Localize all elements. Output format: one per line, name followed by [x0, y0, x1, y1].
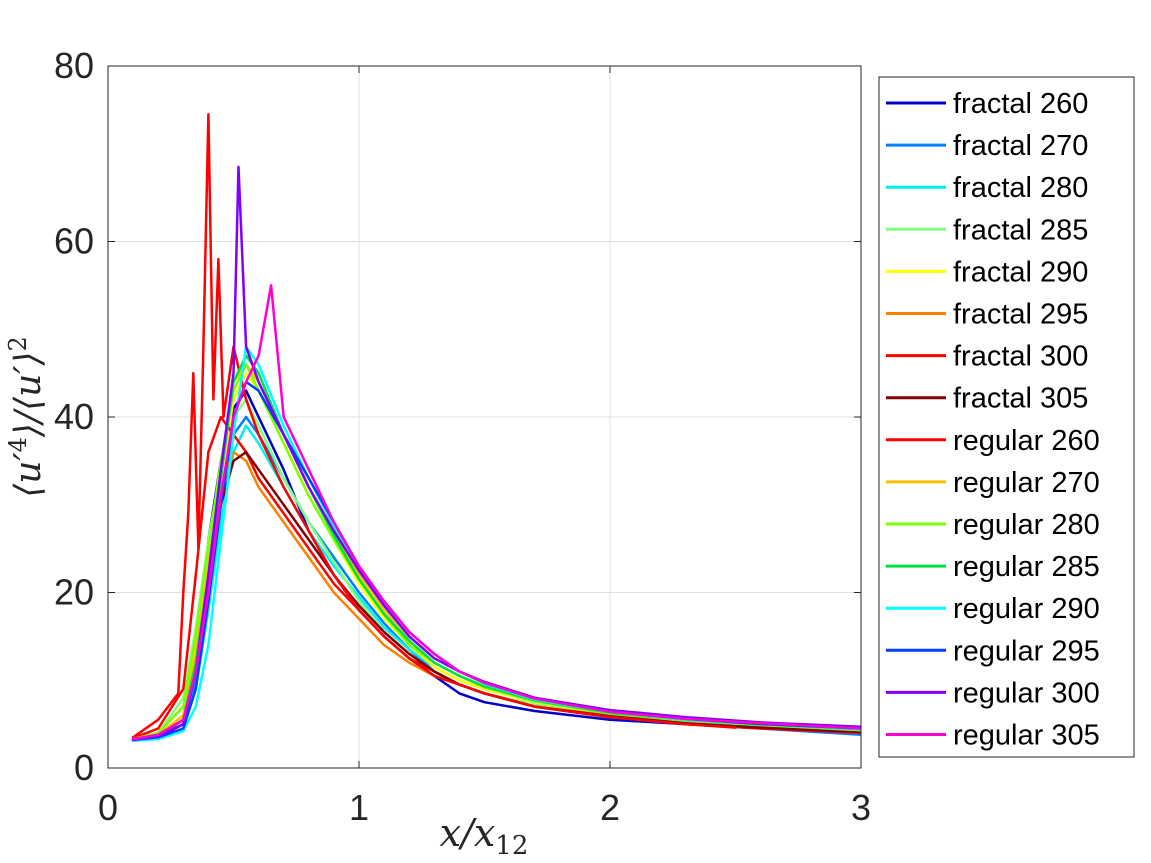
y-tick-label: 20 — [54, 572, 94, 613]
legend-label: fractal 260 — [953, 88, 1088, 120]
series-line-15 — [131, 284, 861, 741]
y-tick-label: 40 — [54, 396, 94, 437]
legend-label: fractal 285 — [953, 214, 1088, 246]
x-tick-label: 1 — [349, 787, 369, 828]
legend-label: regular 270 — [953, 467, 1100, 499]
legend-label: regular 280 — [953, 509, 1100, 541]
x-tick-label: 3 — [851, 787, 871, 828]
legend: fractal 260 fractal 270 fractal 280 fractal… — [878, 76, 1135, 758]
legend-label: regular 300 — [953, 677, 1100, 709]
legend-label: regular 290 — [953, 593, 1100, 625]
x-tick-label: 0 — [98, 787, 118, 828]
legend-label: regular 295 — [953, 635, 1100, 667]
y-tick-label: 0 — [74, 747, 94, 788]
series-lines — [131, 113, 861, 743]
axis-ticks: 0 1 2 3 0 20 40 60 80 — [54, 45, 871, 828]
x-axis-label: x/x12 — [440, 811, 529, 861]
y-axis-label: ⟨u′4⟩/⟨u′⟩2 — [4, 336, 49, 498]
legend-label: fractal 270 — [953, 130, 1088, 162]
legend-label: regular 305 — [953, 720, 1100, 752]
legend-box — [878, 76, 1135, 758]
legend-label: fractal 305 — [953, 383, 1088, 415]
legend-label: fractal 295 — [953, 299, 1088, 331]
y-tick-label: 80 — [54, 45, 94, 86]
legend-label: regular 260 — [953, 425, 1100, 457]
legend-label: regular 285 — [953, 551, 1100, 583]
series-line-8 — [131, 113, 737, 739]
legend-label: fractal 300 — [953, 341, 1088, 373]
y-tick-label: 60 — [54, 221, 94, 262]
legend-label: fractal 280 — [953, 172, 1088, 204]
legend-label: fractal 290 — [953, 256, 1088, 288]
x-tick-label: 2 — [600, 787, 620, 828]
